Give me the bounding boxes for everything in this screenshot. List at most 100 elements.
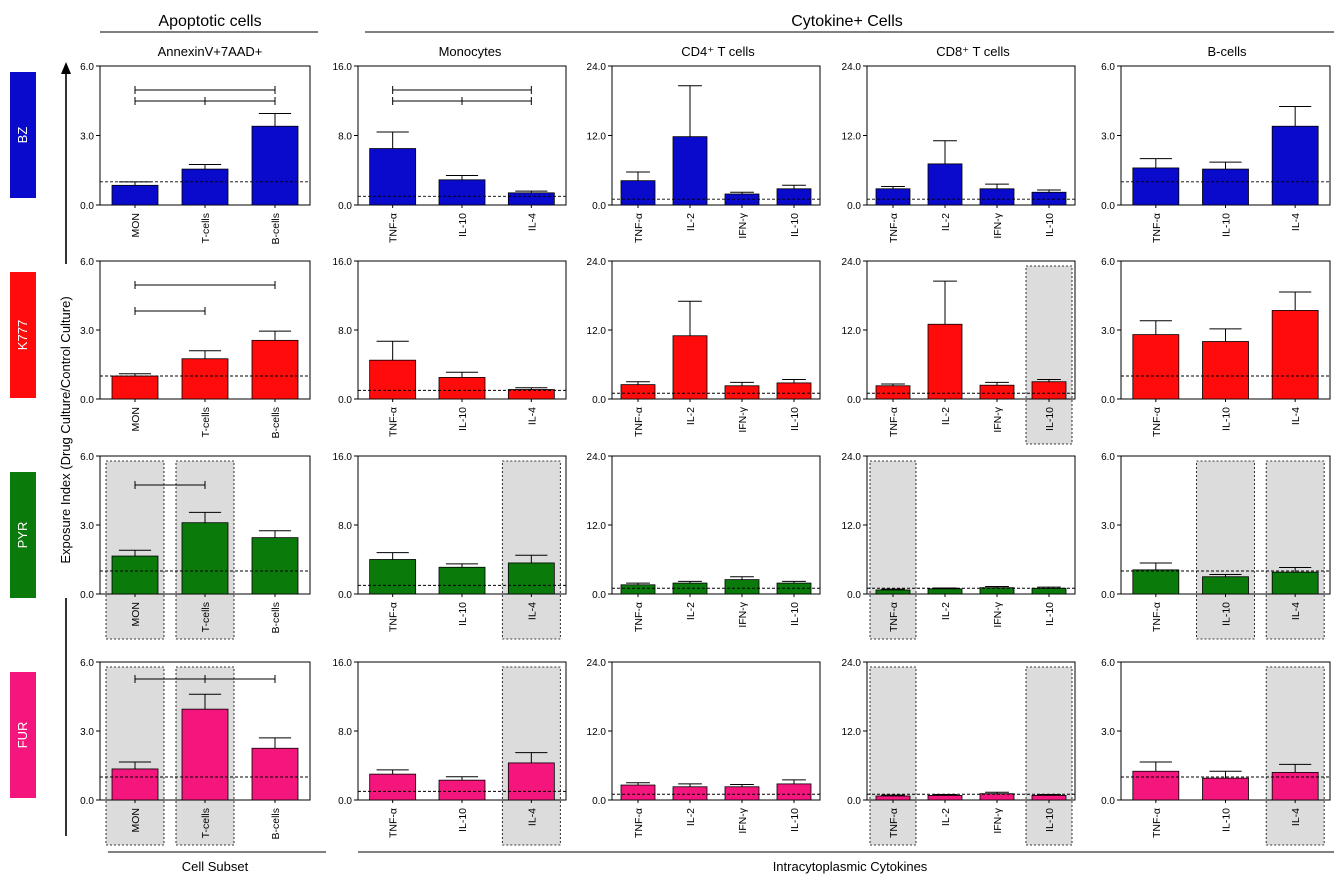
y-tick-label: 6.0 (80, 658, 94, 669)
category-label: IL-10 (789, 213, 801, 237)
y-tick-label: 0.0 (592, 201, 606, 212)
category-label: TNF-α (633, 407, 645, 437)
y-tick-label: 12.0 (587, 326, 607, 337)
category-label: IL-2 (685, 602, 697, 620)
bar (1031, 587, 1067, 595)
y-tick-label: 12.0 (842, 132, 862, 143)
y-tick-label: 24.0 (842, 257, 862, 268)
category-label: IL-10 (1044, 808, 1056, 832)
bar (1132, 770, 1180, 801)
bar (251, 537, 299, 595)
drug-label-bz: BZ (15, 127, 30, 144)
category-label: B-cells (270, 808, 282, 840)
apoptotic-header: Apoptotic cells (158, 13, 261, 30)
category-label: IL-10 (789, 407, 801, 431)
category-label: MON (130, 602, 142, 627)
category-label: T-cells (200, 808, 212, 838)
cell-subset-label: Cell Subset (182, 859, 249, 874)
panel-pyr-annexin: 0.0 3.0 6.0 MON T-cells B-cells (80, 452, 311, 640)
category-label: IFN-γ (737, 406, 749, 432)
category-label: IL-2 (685, 407, 697, 425)
panel-k777-bcells: 0.0 3.0 6.0 TNF-α IL-10 IL-4 (1101, 257, 1331, 437)
plot-frame (866, 65, 1076, 206)
y-tick-label: 12.0 (842, 521, 862, 532)
bar (724, 385, 760, 400)
y-tick-label: 3.0 (1101, 521, 1115, 532)
y-tick-label: 16.0 (333, 658, 353, 669)
drug-label-pyr: PYR (15, 522, 30, 549)
category-label: IFN-γ (992, 601, 1004, 627)
bar (181, 168, 229, 206)
bar (927, 323, 963, 400)
plot-frame (611, 455, 821, 595)
y-tick-label: 3.0 (80, 132, 94, 143)
y-tick-label: 24.0 (587, 452, 607, 463)
panel-k777-cd4: 0.0 12.0 24.0 TNF-α IL-2 IFN-γ IL-10 (587, 257, 821, 437)
bar (979, 384, 1015, 400)
category-label: IL-4 (1290, 213, 1302, 231)
category-label: IL-10 (789, 808, 801, 832)
category-label: IL-10 (457, 213, 469, 237)
bar (1202, 777, 1249, 801)
y-tick-label: 0.0 (592, 395, 606, 406)
y-tick-label: 24.0 (587, 62, 607, 73)
y-tick-label: 12.0 (842, 326, 862, 337)
bar (620, 584, 656, 595)
highlight-box (1025, 666, 1073, 846)
y-tick-label: 0.0 (847, 201, 861, 212)
highlight-box (1025, 265, 1073, 445)
drug-label-box-k777 (10, 272, 36, 398)
y-tick-label: 6.0 (80, 257, 94, 268)
y-tick-label: 16.0 (333, 452, 353, 463)
y-tick-label: 0.0 (847, 590, 861, 601)
category-label: IL-2 (685, 808, 697, 826)
highlight-box (869, 460, 917, 640)
category-label: IL-10 (457, 407, 469, 431)
plot-frame (611, 260, 821, 400)
bar (507, 562, 555, 595)
category-label: IL-2 (940, 213, 952, 231)
drug-label-box-bz (10, 72, 36, 198)
drug-label-box-pyr (10, 472, 36, 598)
y-tick-label: 24.0 (587, 658, 607, 669)
bar (111, 184, 159, 206)
bar (620, 384, 656, 400)
bar (875, 795, 911, 801)
category-label: MON (130, 213, 142, 238)
bar (1132, 167, 1180, 206)
bar (507, 192, 555, 206)
bar (776, 783, 812, 801)
bar (1271, 571, 1319, 595)
bar (672, 335, 708, 400)
category-label: IL-10 (1221, 808, 1233, 832)
column-title-annexin: AnnexinV+7AAD+ (158, 44, 263, 59)
y-tick-label: 0.0 (338, 796, 352, 807)
y-tick-label: 0.0 (338, 590, 352, 601)
category-label: IL-10 (457, 602, 469, 626)
panel-k777-cd8: 0.0 12.0 24.0 TNF-α IL-2 IFN-γ IL-10 (842, 257, 1076, 445)
column-title-bcells: B-cells (1207, 44, 1247, 59)
highlight-box (1265, 460, 1325, 640)
highlight-box (1265, 666, 1325, 846)
bar (251, 747, 299, 801)
y-tick-label: 0.0 (80, 590, 94, 601)
panel-fur-annexin: 0.0 3.0 6.0 MON T-cells B-cells (80, 658, 311, 846)
bar (1271, 310, 1319, 400)
y-tick-label: 3.0 (1101, 727, 1115, 738)
bar (438, 377, 486, 400)
category-label: TNF-α (1151, 602, 1163, 632)
category-label: IL-10 (1044, 602, 1056, 626)
highlight-box (105, 666, 165, 846)
highlight-box (1196, 460, 1255, 640)
category-label: IL-10 (789, 602, 801, 626)
y-tick-label: 6.0 (1101, 452, 1115, 463)
panel-fur-monocytes: 0.0 8.0 16.0 TNF-α IL-10 IL-4 (333, 658, 567, 846)
y-tick-label: 6.0 (80, 452, 94, 463)
bar (979, 188, 1015, 206)
y-tick-label: 12.0 (587, 132, 607, 143)
category-label: IL-10 (1221, 407, 1233, 431)
bar (111, 768, 159, 801)
panel-fur-cd8: 0.0 12.0 24.0 TNF-α IL-2 IFN-γ IL-10 (842, 658, 1076, 846)
y-tick-label: 8.0 (338, 132, 352, 143)
bar (620, 784, 656, 801)
